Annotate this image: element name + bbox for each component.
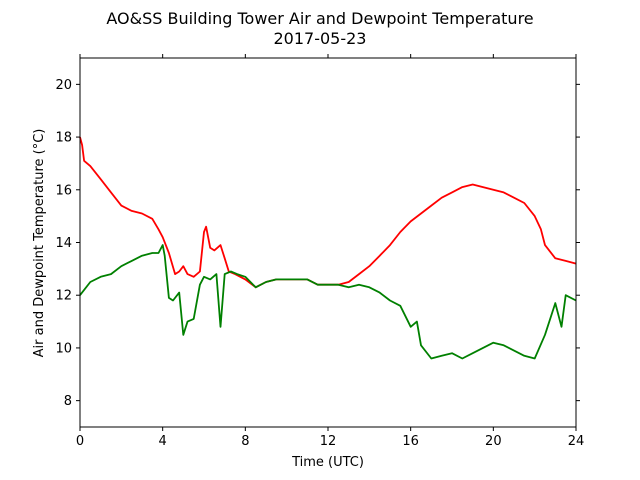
plot-frame [79,57,577,428]
y-tick-label: 20 [55,78,72,93]
y-tick-label: 12 [55,289,72,304]
chart-subtitle: 2017-05-23 [274,29,367,48]
series-lines [79,136,577,360]
x-tick-label: 8 [241,434,249,449]
series-line-air [79,136,577,289]
series-line-dewpoint [79,244,577,360]
chart-title: AO&SS Building Tower Air and Dewpoint Te… [106,9,533,28]
y-tick-label: 10 [55,341,72,356]
x-tick-label: 20 [485,434,502,449]
x-axis-label: Time (UTC) [291,455,364,470]
y-tick-label: 16 [55,183,72,198]
y-axis-ticks: 8 10 12 14 16 18 20 [55,78,580,409]
x-axis-ticks: 0 4 8 12 16 20 24 [76,54,584,449]
x-tick-label: 4 [159,434,167,449]
x-tick-label: 0 [76,434,84,449]
y-tick-label: 14 [55,236,72,251]
y-tick-label: 18 [55,131,72,146]
y-tick-label: 8 [64,394,72,409]
x-tick-label: 16 [402,434,419,449]
x-tick-label: 12 [320,434,337,449]
x-tick-label: 24 [568,434,585,449]
y-axis-label: Air and Dewpoint Temperature (°C) [32,129,47,358]
